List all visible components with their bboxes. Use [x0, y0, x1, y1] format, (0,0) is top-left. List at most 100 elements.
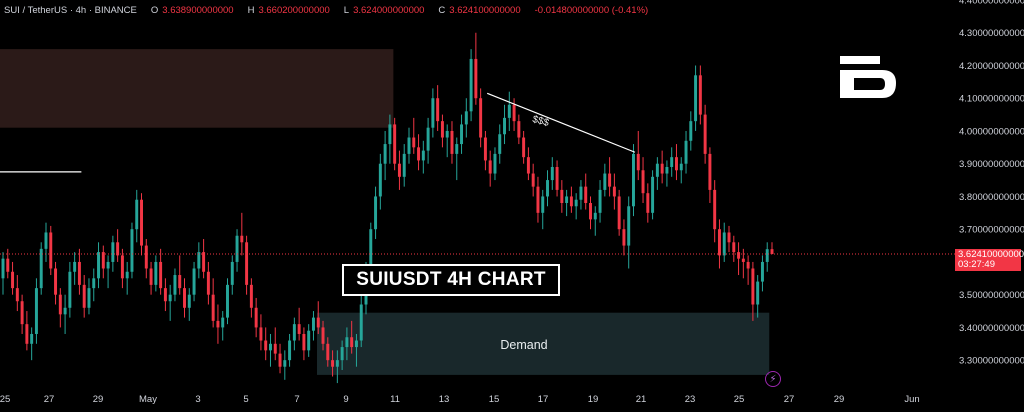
y-axis-tick-label[interactable]: 3.400000000000: [959, 323, 1024, 334]
high-value: 3.660200000000: [258, 4, 330, 16]
candle-body: [6, 258, 10, 272]
x-axis-tick-label[interactable]: 29: [93, 394, 104, 405]
candle-body: [646, 193, 650, 213]
candle-body: [140, 199, 143, 246]
candle-body: [311, 317, 315, 331]
candle-body: [130, 229, 134, 272]
y-axis-tick-label[interactable]: 4.100000000000: [959, 94, 1024, 105]
candle-body: [111, 242, 115, 262]
candle-body: [106, 261, 110, 269]
x-axis-tick-label[interactable]: Jun: [904, 394, 919, 405]
y-axis-tick-label[interactable]: 4.400000000000: [959, 0, 1024, 7]
candle-body: [756, 281, 760, 305]
y-axis-tick-label[interactable]: 4.000000000000: [959, 126, 1024, 137]
candle-body: [97, 252, 101, 279]
x-axis-tick-label[interactable]: 3: [195, 394, 200, 405]
candle-body: [264, 340, 268, 351]
x-axis-tick-label[interactable]: 15: [489, 394, 500, 405]
x-axis-tick-label[interactable]: 29: [834, 394, 845, 405]
symbol-label[interactable]: SUI / TetherUS · 4h · BINANCE: [4, 4, 137, 16]
candle-body: [674, 157, 678, 171]
candle-body: [512, 104, 516, 122]
y-axis-tick-label[interactable]: 4.200000000000: [959, 61, 1024, 72]
candle-body: [259, 327, 263, 341]
x-axis-tick-label[interactable]: 27: [44, 394, 55, 405]
candle-body: [445, 130, 449, 138]
candle-body: [536, 186, 540, 213]
candle-body: [245, 242, 249, 285]
candle-body: [135, 199, 139, 230]
candle-body: [402, 153, 406, 177]
candle-body: [670, 157, 674, 167]
candle-body: [708, 153, 712, 190]
candle-body: [741, 258, 745, 262]
bar-countdown: 03:27:49: [958, 259, 995, 270]
candle-body: [589, 203, 592, 220]
candle-body: [159, 261, 163, 289]
x-axis-tick-label[interactable]: 19: [588, 394, 599, 405]
candle-body: [503, 117, 507, 135]
candle-body: [283, 360, 287, 367]
x-axis-tick-label[interactable]: 25: [734, 394, 745, 405]
candle-body: [297, 324, 301, 334]
low-value: 3.624000000000: [353, 4, 425, 16]
candle-body: [431, 98, 435, 128]
candle-body: [694, 75, 698, 122]
close-value: 3.624100000000: [449, 4, 521, 16]
candle-body: [206, 271, 210, 295]
y-axis-tick-label[interactable]: 3.700000000000: [959, 225, 1024, 236]
candle-body: [746, 261, 750, 269]
lightning-icon[interactable]: ⚡: [765, 371, 781, 387]
x-axis-tick-label[interactable]: 17: [538, 394, 549, 405]
candle-body: [460, 124, 464, 145]
candle-body: [350, 337, 354, 348]
candle-body: [1, 258, 5, 279]
candle-body: [235, 235, 239, 262]
candle-body: [307, 330, 311, 351]
candle-body: [603, 173, 607, 190]
candle-body: [226, 284, 229, 318]
candle-body: [684, 140, 688, 164]
y-axis-tick-label[interactable]: 4.300000000000: [959, 28, 1024, 39]
candle-body: [197, 252, 201, 269]
candle-body: [507, 104, 511, 118]
candle-body: [517, 121, 521, 138]
x-axis-tick-label[interactable]: May: [139, 394, 157, 405]
candle-body: [593, 212, 597, 220]
x-axis-tick-label[interactable]: 21: [636, 394, 647, 405]
candle-body: [474, 58, 478, 99]
candle-body: [49, 232, 53, 269]
candle-body: [651, 176, 655, 213]
y-axis-tick-label[interactable]: 3.300000000000: [959, 356, 1024, 367]
y-axis-tick-label[interactable]: 3.500000000000: [959, 290, 1024, 301]
x-axis-tick-label[interactable]: 7: [294, 394, 299, 405]
candle-body: [125, 271, 129, 279]
change-value: -0.014800000000 (-0.41%): [534, 4, 649, 16]
candle-body: [82, 284, 86, 308]
x-axis-tick-label[interactable]: 9: [343, 394, 348, 405]
y-axis-tick-label[interactable]: 3.800000000000: [959, 192, 1024, 203]
x-axis-tick-label[interactable]: 23: [685, 394, 696, 405]
candle-body: [617, 196, 621, 230]
x-axis-tick-label[interactable]: 5: [243, 394, 248, 405]
chart-title-box: SUIUSDT 4H CHART: [342, 264, 560, 296]
candle-body: [660, 163, 664, 174]
candle-body: [388, 124, 392, 145]
candle-body: [254, 307, 258, 328]
candle-body: [732, 242, 736, 253]
candle-body: [469, 58, 473, 112]
candle-body: [178, 275, 182, 289]
candle-body: [450, 130, 454, 154]
candle-body: [526, 157, 530, 174]
y-axis-tick-label[interactable]: 3.900000000000: [959, 159, 1024, 170]
x-axis-tick-label[interactable]: 13: [439, 394, 450, 405]
x-axis-tick-label[interactable]: 25: [0, 394, 10, 405]
candle-body: [34, 288, 38, 334]
x-axis-tick-label[interactable]: 11: [390, 394, 400, 405]
candle-body: [221, 317, 225, 328]
x-axis-tick-label[interactable]: 27: [784, 394, 795, 405]
candle-body: [326, 343, 330, 361]
candle-body: [116, 242, 120, 256]
